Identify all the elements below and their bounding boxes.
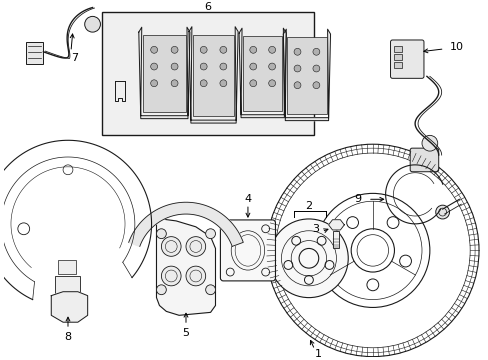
Circle shape (156, 229, 166, 239)
Circle shape (312, 82, 319, 89)
Circle shape (185, 266, 205, 286)
Text: 6: 6 (203, 1, 211, 12)
Bar (26, 42, 43, 64)
Circle shape (268, 80, 275, 87)
Polygon shape (283, 29, 330, 121)
Polygon shape (328, 220, 344, 230)
Bar (394, 54, 402, 60)
Circle shape (421, 135, 437, 151)
Polygon shape (239, 28, 285, 118)
Circle shape (171, 46, 178, 53)
Polygon shape (139, 27, 189, 119)
Circle shape (205, 229, 215, 239)
Polygon shape (128, 202, 243, 246)
Circle shape (205, 285, 215, 295)
Bar (394, 46, 402, 52)
Text: 4: 4 (244, 194, 251, 204)
FancyBboxPatch shape (409, 148, 438, 172)
Bar (55, 276, 80, 294)
Bar (58, 260, 76, 274)
Circle shape (268, 46, 275, 53)
Text: 7: 7 (71, 53, 78, 63)
Circle shape (156, 285, 166, 295)
Circle shape (185, 237, 205, 256)
Circle shape (268, 63, 275, 70)
Circle shape (150, 63, 157, 70)
Circle shape (293, 65, 300, 72)
Text: 2: 2 (305, 201, 312, 211)
Text: 3: 3 (311, 224, 318, 234)
Bar (394, 62, 402, 68)
Circle shape (84, 17, 100, 32)
Circle shape (249, 63, 256, 70)
Circle shape (220, 63, 226, 70)
Bar (286, 37, 326, 114)
Bar (102, 13, 313, 135)
Bar (142, 35, 185, 112)
Text: 5: 5 (182, 328, 189, 338)
Circle shape (171, 80, 178, 87)
Polygon shape (51, 292, 87, 322)
Circle shape (312, 65, 319, 72)
Circle shape (293, 82, 300, 89)
Text: 9: 9 (354, 194, 361, 204)
Bar (243, 36, 282, 111)
Polygon shape (188, 27, 238, 123)
Circle shape (269, 219, 347, 298)
Circle shape (150, 46, 157, 53)
FancyBboxPatch shape (220, 220, 275, 281)
Circle shape (249, 46, 256, 53)
Polygon shape (156, 219, 215, 315)
Circle shape (293, 48, 300, 55)
Circle shape (150, 80, 157, 87)
Text: 1: 1 (315, 349, 322, 359)
Circle shape (249, 80, 256, 87)
Text: 10: 10 (448, 42, 463, 52)
Circle shape (161, 237, 181, 256)
Circle shape (200, 63, 207, 70)
Circle shape (220, 46, 226, 53)
Circle shape (200, 80, 207, 87)
Bar (333, 231, 339, 248)
Bar (192, 35, 234, 116)
FancyBboxPatch shape (390, 40, 423, 78)
Circle shape (220, 80, 226, 87)
Circle shape (435, 205, 448, 219)
Circle shape (161, 266, 181, 286)
Circle shape (312, 48, 319, 55)
Text: 8: 8 (64, 332, 71, 342)
Circle shape (171, 63, 178, 70)
Circle shape (200, 46, 207, 53)
